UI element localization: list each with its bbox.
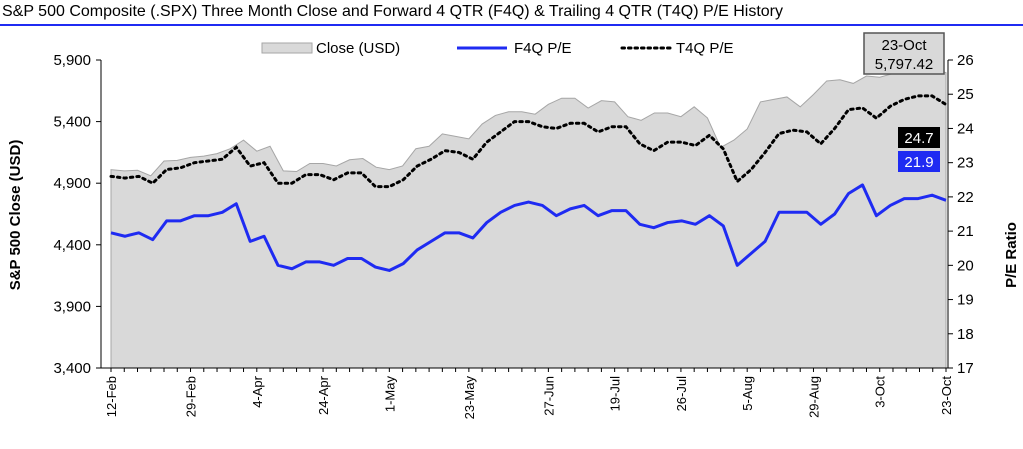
y-tick-label: 5,400 bbox=[53, 114, 91, 131]
y2-tick-label: 19 bbox=[957, 292, 974, 309]
y2-tick-label: 26 bbox=[957, 52, 974, 69]
x-tick-label: 12-Feb bbox=[104, 376, 119, 417]
y2-axis-label: P/E Ratio bbox=[1003, 222, 1020, 288]
y-axis-label: S&P 500 Close (USD) bbox=[7, 140, 24, 291]
x-tick-label: 1-May bbox=[382, 376, 397, 413]
title-group: S&P 500 Composite (.SPX) Three Month Clo… bbox=[0, 3, 1023, 26]
x-tick-label: 23-May bbox=[462, 376, 477, 420]
y-tick-label: 5,900 bbox=[53, 52, 91, 69]
x-tick-label: 19-Jul bbox=[608, 376, 623, 412]
x-tick-label: 26-Jul bbox=[674, 376, 689, 412]
y2-tick-label: 23 bbox=[957, 155, 974, 172]
f4q-callout-box bbox=[898, 151, 940, 172]
y2-tick-label: 22 bbox=[957, 189, 974, 206]
f4q-line bbox=[110, 183, 947, 272]
y2-tick-label: 21 bbox=[957, 223, 974, 240]
x-tick-label: 3-Oct bbox=[873, 376, 888, 408]
close-area bbox=[110, 68, 947, 369]
x-tick-label: 4-Apr bbox=[250, 375, 265, 407]
y2-tick-label: 20 bbox=[957, 257, 974, 274]
y-tick-label: 4,400 bbox=[53, 237, 91, 254]
y2-tick-label: 18 bbox=[957, 326, 974, 343]
f4q-callout-value: 21.9 bbox=[904, 154, 933, 171]
close-callout-value: 5,797.42 bbox=[875, 56, 933, 73]
x-tick-label: 23-Oct bbox=[939, 376, 954, 415]
y-tick-label: 3,400 bbox=[53, 360, 91, 377]
x-tick-label: 27-Jun bbox=[541, 376, 556, 416]
y-tick-label: 3,900 bbox=[53, 298, 91, 315]
close-callout-date: 23-Oct bbox=[881, 37, 927, 54]
t4q-callout-box bbox=[898, 127, 940, 148]
t4q-line bbox=[109, 94, 948, 189]
y2-tick-label: 24 bbox=[957, 120, 974, 137]
y2-tick-label: 17 bbox=[957, 360, 974, 377]
x-tick-label: 29-Aug bbox=[806, 376, 821, 418]
y-tick-label: 4,900 bbox=[53, 175, 91, 192]
chart-title: S&P 500 Composite (.SPX) Three Month Clo… bbox=[2, 3, 783, 20]
close-callout-box bbox=[863, 32, 945, 75]
legend-label-close: Close (USD) bbox=[316, 40, 400, 57]
legend-label-f4q: F4Q P/E bbox=[514, 40, 572, 57]
callouts: 23-Oct 5,797.42 24.7 21.9 bbox=[863, 32, 945, 172]
legend-swatch-close bbox=[261, 42, 313, 54]
y2-tick-label: 25 bbox=[957, 86, 974, 103]
axes-layer: 5,900 5,400 4,900 4,400 3,900 3,400 26 25 24 23 22… bbox=[53, 52, 973, 419]
t4q-callout-value: 24.7 bbox=[904, 130, 933, 147]
legend-label-t4q: T4Q P/E bbox=[676, 40, 734, 57]
x-tick-label: 29-Feb bbox=[184, 376, 199, 417]
x-tick-label: 24-Apr bbox=[316, 375, 331, 415]
x-tick-label: 5-Aug bbox=[740, 376, 755, 411]
plot-layer bbox=[109, 68, 948, 369]
legend: Close (USD) F4Q P/E T4Q P/E bbox=[261, 40, 734, 57]
